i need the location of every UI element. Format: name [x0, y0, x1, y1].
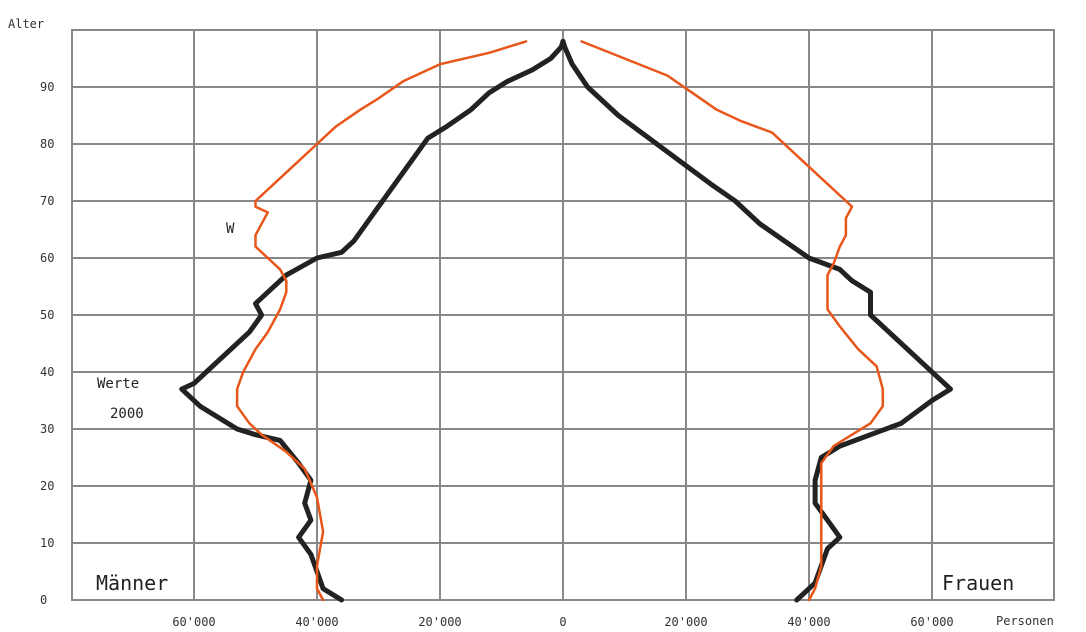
- annotation-w: W: [226, 221, 235, 237]
- x-axis-title: Personen: [996, 614, 1054, 628]
- x-tick-label-2: 20'000: [418, 615, 461, 629]
- y-tick-label-20: 20: [40, 479, 54, 493]
- label-maenner: Männer: [96, 571, 168, 595]
- series-lines: [179, 38, 953, 603]
- y-axis-title: Alter: [8, 17, 44, 31]
- x-tick-label-1: 40'000: [295, 615, 338, 629]
- series-line-werte-2000-maenner: [179, 38, 566, 603]
- vertical-gridlines: [193, 30, 933, 600]
- series-line-w-maenner: [235, 40, 528, 602]
- x-tick-label-4: 20'000: [664, 615, 707, 629]
- label-frauen: Frauen: [942, 571, 1014, 595]
- y-tick-label-30: 30: [40, 422, 54, 436]
- x-tick-label-0: 60'000: [172, 615, 215, 629]
- x-tick-labels: 60'000 40'000 20'000 0 20'000 40'000 60'000: [172, 615, 953, 629]
- y-tick-labels: 0 10 20 30 40 50 60 70 80 90: [40, 80, 54, 607]
- annotation-2000: 2000: [110, 406, 144, 422]
- y-tick-label-90: 90: [40, 80, 54, 94]
- x-tick-label-6: 60'000: [910, 615, 953, 629]
- y-tick-label-10: 10: [40, 536, 54, 550]
- y-tick-label-80: 80: [40, 137, 54, 151]
- annotation-werte: Werte: [97, 376, 139, 392]
- x-tick-label-5: 40'000: [787, 615, 830, 629]
- y-tick-label-40: 40: [40, 365, 54, 379]
- y-tick-label-60: 60: [40, 251, 54, 265]
- series-line-w-frauen: [580, 40, 885, 602]
- y-tick-label-50: 50: [40, 308, 54, 322]
- series-line-werte-2000-frauen: [560, 38, 953, 603]
- x-tick-label-3: 0: [559, 615, 566, 629]
- y-tick-label-0: 0: [40, 593, 47, 607]
- y-tick-label-70: 70: [40, 194, 54, 208]
